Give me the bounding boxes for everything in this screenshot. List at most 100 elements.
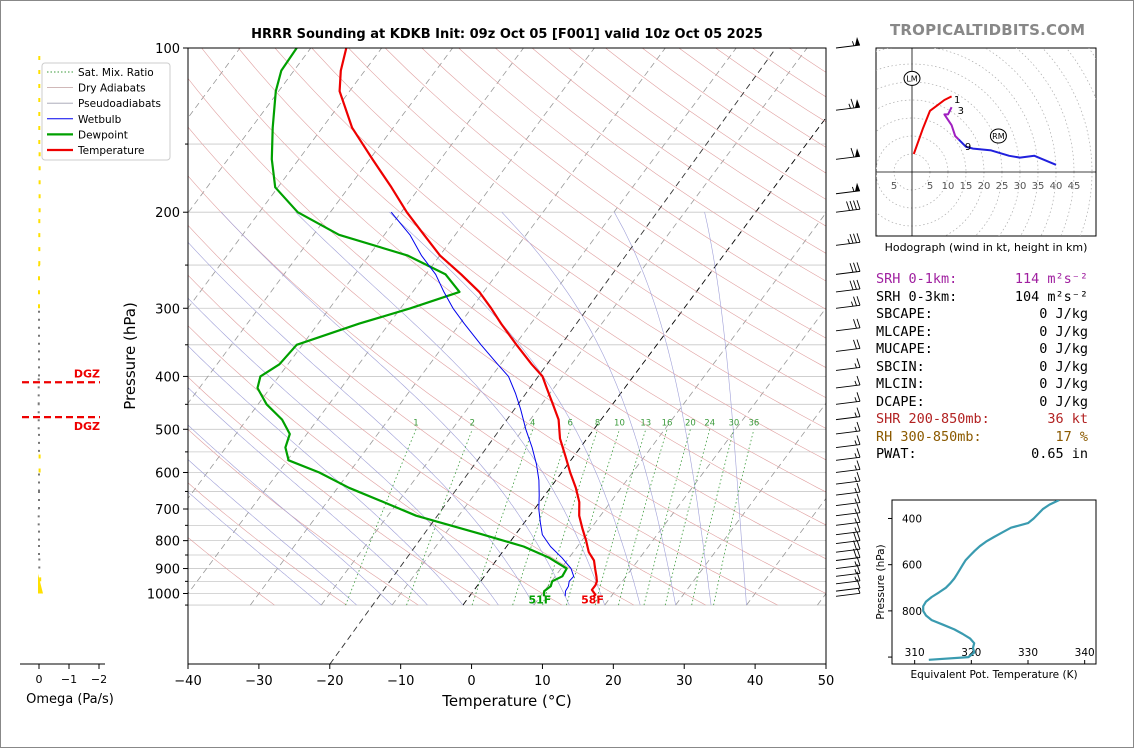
theta-e-y-tick-label: 600	[902, 560, 922, 572]
barb-flag	[853, 540, 857, 550]
barb-flag	[856, 233, 861, 243]
x-axis-label: Temperature (°C)	[441, 692, 571, 710]
mixing-ratio-label: 6	[567, 418, 572, 428]
barb-half-flag	[854, 576, 857, 582]
barb-shaft	[835, 430, 861, 435]
profile-temperature	[338, 48, 599, 598]
hodograph-ring-label: 30	[1014, 181, 1027, 192]
barb-shaft	[835, 456, 861, 461]
x-tick-label: −20	[316, 674, 343, 689]
stats-row: MLCIN: 0 J/kg	[876, 376, 1106, 394]
legend: Sat. Mix. Ratio Dry Adiabats Pseudoadiabat…	[41, 62, 171, 161]
barb-half-flag	[854, 498, 857, 504]
barb-shaft	[835, 521, 861, 526]
barb-flag	[856, 392, 861, 402]
dry-adiabat	[458, 48, 826, 310]
isotherm	[675, 402, 826, 606]
mixing-ratio-line	[406, 429, 473, 606]
barb-flag	[856, 448, 861, 458]
wind-barb	[835, 460, 861, 473]
barb-half-flag	[854, 465, 857, 471]
wind-barb	[835, 182, 861, 195]
barb-half-flag	[847, 238, 850, 244]
barb-flag	[856, 522, 861, 532]
dry-adiabat	[188, 325, 563, 606]
theta-e-y-tick-label: 400	[902, 513, 922, 525]
wind-barb	[835, 375, 861, 389]
omega-axis-label: Omega (Pa/s)	[26, 692, 114, 707]
stats-key: MLCAPE:	[876, 323, 933, 340]
barb-shaft	[835, 416, 861, 421]
moist-adiabat	[188, 241, 535, 606]
barb-half-flag	[854, 569, 857, 574]
dry-adiabat	[188, 126, 826, 594]
wind-barb	[835, 448, 861, 461]
moist-adiabat	[188, 297, 499, 606]
hodograph-ring-label: 5	[891, 181, 897, 192]
barb-pennant	[855, 99, 860, 108]
hodograph-ring-label: 40	[1050, 181, 1063, 192]
barb-shaft	[835, 384, 861, 389]
theta-e-y-tick-label: 800	[902, 606, 922, 618]
skewt-profiles: 51F 58F	[256, 48, 604, 606]
wind-barb	[835, 588, 861, 597]
parcel-reference-line	[329, 48, 777, 664]
wind-barb	[835, 318, 861, 332]
stats-value: 0 J/kg	[1039, 393, 1088, 410]
stats-row: PWAT: 0.65 in	[876, 446, 1106, 464]
mixing-ratio-label: 8	[595, 418, 600, 428]
dry-adiabat	[201, 48, 826, 526]
dry-adiabat	[384, 48, 826, 368]
hodograph-grid: 5 5 10 15 20 25 30 35 40 45 LM RM 13 9	[876, 48, 1096, 236]
dry-adiabat	[311, 48, 826, 429]
wind-barb	[835, 339, 861, 352]
y-tick-label: 1000	[147, 588, 180, 603]
isotherm	[391, 48, 808, 606]
stats-row: MUCAPE: 0 J/kg	[876, 341, 1106, 359]
hodograph-trace	[912, 95, 953, 155]
mixing-ratio-label: 36	[748, 418, 759, 428]
hodograph-ring-label: 35	[1032, 181, 1045, 192]
dry-adiabat	[188, 224, 706, 606]
dgz-label: DGZ	[74, 367, 100, 380]
isotherm	[320, 48, 737, 606]
wind-barb	[835, 578, 861, 592]
barb-flag	[856, 262, 861, 272]
theta-e-frame	[891, 499, 1097, 665]
skewt-frame	[187, 47, 827, 665]
wind-barb	[835, 564, 861, 577]
stats-key: SHR 200-850mb:	[876, 411, 990, 427]
barb-flag	[856, 296, 861, 306]
legend-entry: Pseudoadiabats	[78, 98, 161, 110]
hodograph-ring-label: 15	[960, 181, 973, 192]
isotherm	[746, 497, 826, 606]
x-tick-label: 30	[676, 674, 693, 689]
stats-value: 0 J/kg	[1039, 306, 1088, 322]
skewt-axes: −40 −30 −20 −10 0 10 20 30 40 50 100 200 300 400 500 60…	[121, 42, 834, 710]
theta-e-panel: 310 320 330 340 400 600 800 Equivalent Pot. Tem…	[875, 499, 1097, 681]
x-tick-label: −10	[387, 674, 414, 689]
stats-row: SRH 0-3km: 104 m²s⁻²	[876, 289, 1106, 307]
mixing-ratio-label: 10	[614, 418, 625, 428]
stats-value: 0 J/kg	[1039, 341, 1088, 357]
x-tick-label: 20	[605, 674, 622, 689]
omega-tick-label: −2	[91, 673, 107, 686]
y-tick-label: 200	[155, 206, 180, 221]
barb-shaft	[835, 580, 861, 585]
stats-key: SRH 0-1km:	[876, 271, 958, 287]
barb-shaft	[835, 512, 861, 517]
barb-flag	[853, 200, 857, 210]
mixing-ratio-line	[594, 429, 647, 606]
barb-half-flag	[854, 476, 857, 482]
surface-temperature-label: 58F	[581, 593, 604, 606]
barb-flag	[856, 339, 861, 349]
wind-barb	[835, 493, 861, 507]
barb-flag	[856, 358, 861, 368]
barb-half-flag	[851, 41, 855, 46]
y-axis-label: Pressure (hPa)	[121, 302, 139, 410]
barb-shaft	[835, 557, 861, 561]
y-tick-label: 800	[155, 535, 180, 550]
barb-shaft	[835, 304, 861, 309]
barb-shaft	[835, 592, 861, 597]
wind-barb	[835, 471, 861, 485]
